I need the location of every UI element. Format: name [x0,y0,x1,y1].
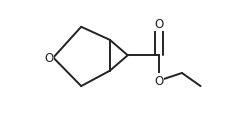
Text: O: O [153,18,163,31]
Text: O: O [44,52,53,65]
Text: O: O [153,75,163,87]
